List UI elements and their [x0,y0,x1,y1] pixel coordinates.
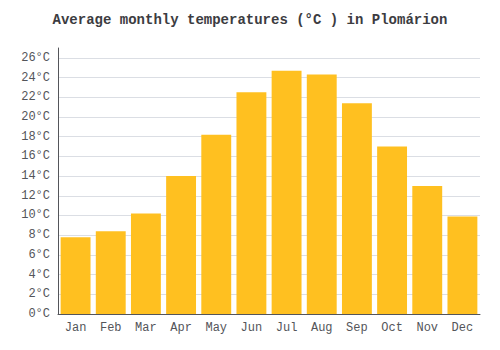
svg-text:Aug: Aug [311,321,333,335]
svg-text:Sep: Sep [346,321,368,335]
svg-text:Feb: Feb [100,321,122,335]
svg-text:16°C: 16°C [21,149,50,163]
svg-text:0°C: 0°C [28,307,50,321]
svg-text:26°C: 26°C [21,51,50,65]
svg-text:Apr: Apr [170,321,192,335]
svg-text:6°C: 6°C [28,248,50,262]
svg-text:20°C: 20°C [21,110,50,124]
svg-text:Dec: Dec [452,321,474,335]
svg-text:8°C: 8°C [28,228,50,242]
svg-text:Jul: Jul [276,321,298,335]
svg-text:Mar: Mar [135,321,157,335]
svg-text:Nov: Nov [416,321,438,335]
svg-text:12°C: 12°C [21,189,50,203]
svg-text:Jun: Jun [241,321,263,335]
svg-text:10°C: 10°C [21,208,50,222]
svg-text:24°C: 24°C [21,71,50,85]
svg-text:Jan: Jan [65,321,87,335]
svg-text:Average monthly temperatures (: Average monthly temperatures (°C ) in Pl… [53,12,448,28]
svg-text:May: May [205,321,227,335]
svg-text:4°C: 4°C [28,268,50,282]
svg-text:2°C: 2°C [28,287,50,301]
svg-text:Oct: Oct [381,321,403,335]
svg-text:14°C: 14°C [21,169,50,183]
svg-text:22°C: 22°C [21,90,50,104]
svg-text:18°C: 18°C [21,130,50,144]
